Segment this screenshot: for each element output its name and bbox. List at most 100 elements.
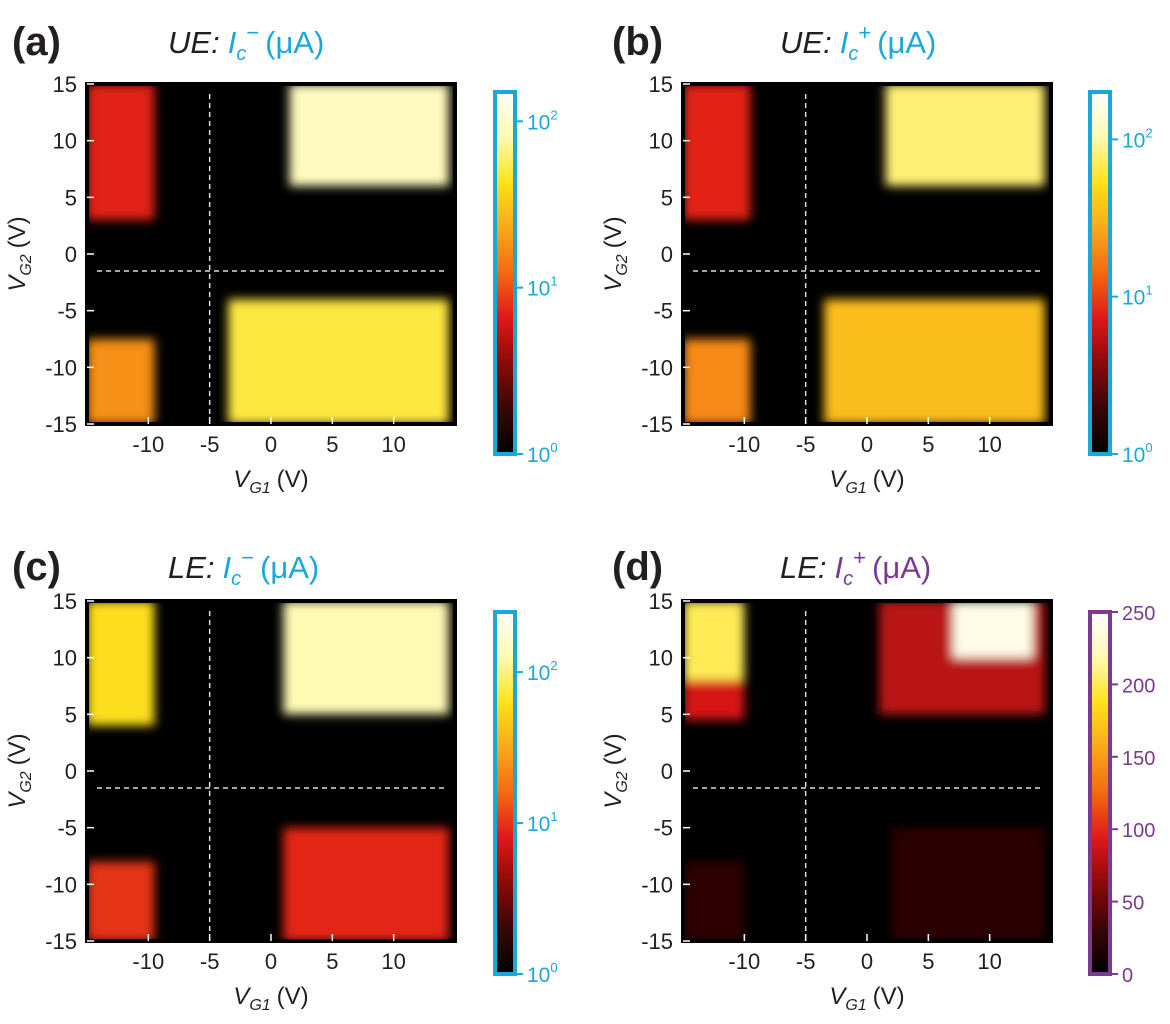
heatmap-region	[87, 84, 155, 220]
y-axis-label: VG2 (V)	[4, 216, 35, 291]
heatmap-plot-area	[87, 601, 455, 941]
x-tick-label: -5	[200, 949, 220, 974]
x-tick-label: 0	[265, 949, 277, 974]
x-tick-label: 10	[977, 432, 1001, 457]
heatmap-region	[87, 861, 155, 941]
heatmap-region	[683, 84, 751, 220]
y-axis-label-sub: G2	[18, 771, 35, 792]
heatmap-region	[952, 601, 1033, 658]
y-tick-label: 10	[649, 646, 673, 671]
panel-label: (c)	[12, 545, 61, 589]
heatmap-region	[885, 84, 1045, 186]
heatmap-regions	[683, 84, 1045, 424]
x-axis-label-sub: G1	[249, 480, 270, 497]
colorbar-tick-exponent: 1	[1145, 283, 1152, 298]
x-axis-label-unit: (V)	[873, 983, 905, 1010]
y-tick-label: -5	[57, 816, 77, 841]
y-axis-label-main: V	[600, 791, 627, 809]
y-tick-label: -5	[653, 299, 673, 324]
panel-title: UE: Ic+ (μA)	[780, 20, 936, 65]
heatmap-region	[824, 299, 1045, 424]
y-tick-label: 0	[65, 242, 77, 267]
colorbar-tick-label: 0	[1122, 965, 1133, 987]
colorbar-tick-label: 101	[527, 809, 558, 836]
y-tick-label: -10	[641, 872, 673, 897]
heatmap-plot-area	[683, 601, 1051, 941]
x-axis-label-sub: G1	[845, 480, 866, 497]
y-tick-label: 15	[53, 589, 77, 614]
x-axis-label-sub: G1	[845, 997, 866, 1014]
colorbar-tick-base: 10	[1122, 129, 1145, 152]
heatmap-region	[683, 339, 751, 424]
y-tick-label: -10	[641, 355, 673, 380]
y-axis-label-sub: G2	[614, 254, 631, 275]
title-subscript: c	[848, 43, 858, 65]
title-subscript: c	[236, 43, 246, 65]
y-tick-label: 5	[65, 185, 77, 210]
colorbar	[1088, 610, 1112, 976]
colorbar-tick-exponent: 2	[1145, 125, 1152, 140]
colorbar-tick-label: 100	[1122, 440, 1153, 467]
colorbar-tick-exponent: 2	[550, 658, 557, 673]
y-tick-label: 10	[53, 129, 77, 154]
colorbar-tick-label: 102	[527, 658, 558, 685]
colorbar-tick-label: 102	[527, 107, 558, 134]
y-tick-label: 15	[649, 589, 673, 614]
heatmap-regions	[683, 601, 1045, 941]
x-axis-label-unit: (V)	[873, 466, 905, 493]
colorbar-tick-label: 101	[527, 274, 558, 301]
colorbar-tick-exponent: 1	[550, 809, 557, 824]
heatmap-region	[87, 601, 155, 726]
y-axis-label: VG2 (V)	[4, 733, 35, 808]
colorbar	[493, 90, 517, 456]
panel-title: LE: Ic+ (μA)	[780, 545, 931, 590]
x-tick-label: 0	[861, 432, 873, 457]
x-tick-label: 10	[977, 949, 1001, 974]
x-axis-label: VG1 (V)	[233, 466, 308, 497]
x-axis-label-sub: G1	[249, 997, 270, 1014]
y-axis-label-main: V	[600, 274, 627, 292]
heatmap-region	[87, 339, 155, 424]
heatmap-region	[283, 827, 449, 941]
heatmap-plot-area	[87, 84, 455, 424]
y-tick-label: 10	[649, 129, 673, 154]
heatmap-region	[289, 84, 449, 186]
x-tick-label: -10	[132, 949, 164, 974]
x-tick-label: 5	[922, 949, 934, 974]
y-axis-label-main: V	[4, 274, 31, 292]
colorbar-tick-exponent: 0	[550, 440, 557, 455]
colorbar-tick-base: 10	[527, 662, 550, 685]
heatmap-region	[683, 601, 745, 681]
title-variable: I	[840, 25, 849, 60]
panel-c: (c) LE: Ic− (μA)-10 -5 0 5 10151050-5-10-15VG1(…	[4, 545, 558, 1014]
x-tick-label: 10	[381, 949, 405, 974]
y-tick-label: -15	[641, 412, 673, 437]
y-tick-label: 5	[661, 185, 673, 210]
heatmap-region	[891, 827, 1045, 941]
title-variable: I	[835, 550, 844, 585]
colorbar-tick-exponent: 0	[550, 960, 557, 975]
x-axis-label-unit: (V)	[277, 466, 309, 493]
colorbar-tick-label: 250	[1122, 603, 1155, 625]
title-prefix: LE:	[780, 550, 827, 585]
colorbar-tick-exponent: 1	[550, 274, 557, 289]
y-tick-label: 5	[661, 702, 673, 727]
colorbar-tick-base: 10	[527, 444, 550, 467]
x-tick-label: -10	[728, 949, 760, 974]
y-axis-label-main: V	[4, 791, 31, 809]
heatmap-plot-area	[683, 84, 1051, 424]
x-tick-label: -5	[200, 432, 220, 457]
x-tick-label: 5	[922, 432, 934, 457]
y-axis-label-unit: (V)	[4, 733, 31, 765]
panel-title: UE: Ic− (μA)	[168, 20, 324, 65]
y-axis-label: VG2 (V)	[600, 733, 631, 808]
y-tick-label: -5	[653, 816, 673, 841]
x-axis-label-main: V	[829, 466, 847, 493]
colorbar-tick-base: 10	[1122, 287, 1145, 310]
x-tick-label: 0	[861, 949, 873, 974]
panel-a: (a) UE: Ic− (μA)-10 -5 0 5 10151050-5-10-15VG1(…	[4, 20, 558, 497]
x-axis-label-main: V	[829, 983, 847, 1010]
title-variable: I	[228, 25, 237, 60]
x-axis-label-main: V	[233, 466, 251, 493]
